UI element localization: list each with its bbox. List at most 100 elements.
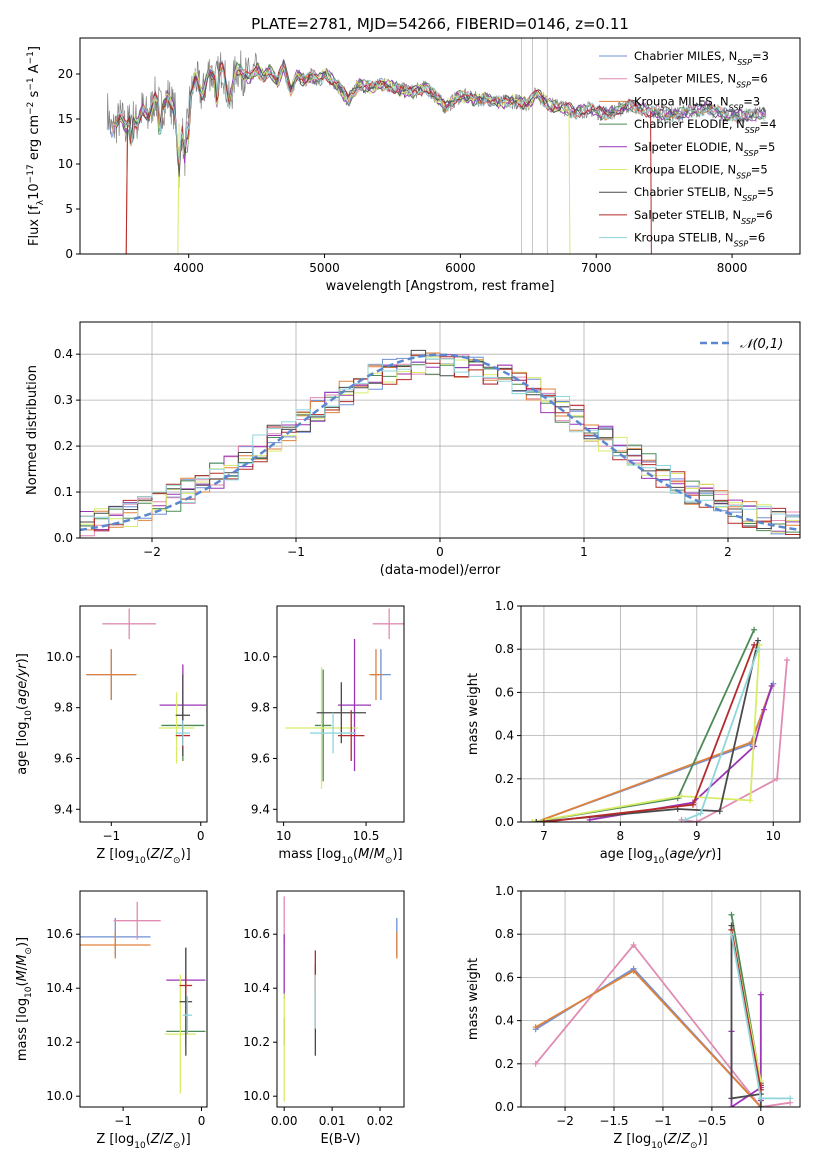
panel-residuals: −2 −1 0 1 2 0.0 0.1 0.2 0.3 0.4 (data-model)/error… (25, 321, 801, 578)
x-tick-label: 8 (617, 829, 625, 843)
x-tick-label: −1 (654, 1114, 672, 1128)
y-tick-label: 10.0 (243, 1089, 270, 1103)
legend-label: Kroupa ELODIE, NSSP=5 (634, 163, 768, 181)
errorbar-kroupa-elodie (164, 974, 197, 1094)
y-tick-label: 5 (65, 202, 73, 216)
y-tick-label: 9.4 (251, 802, 270, 816)
x-tick-label: 10.5 (353, 829, 380, 843)
y-tick-label: 10.4 (243, 981, 270, 995)
plot-area (86, 608, 207, 764)
x-tick-label: −1 (102, 829, 120, 843)
y-tick-label: 1.0 (495, 884, 514, 898)
errorbar-kroupa-stelib (182, 996, 193, 1035)
model-edge (568, 109, 571, 254)
x-axis-label: (data-model)/error (380, 563, 501, 578)
axes-frame (276, 890, 405, 1108)
point-marker (678, 793, 685, 800)
y-axis-label: mass weight (466, 958, 481, 1040)
point-marker (728, 1104, 735, 1107)
series-line (536, 640, 759, 822)
series-line (532, 629, 755, 822)
x-tick-label: 0.01 (319, 1114, 346, 1128)
x-tick-label: 4000 (173, 261, 204, 275)
y-axis-label: mass weight (466, 673, 481, 755)
legend-label: Kroupa STELIB, NSSP=6 (634, 231, 765, 249)
axes-frame (79, 890, 208, 1108)
y-tick-label: 0.8 (495, 642, 514, 656)
y-tick-label: 0.0 (495, 1100, 514, 1114)
y-axis-label: mass [log10(M/M⊙)] (15, 937, 34, 1061)
y-tick-label: 0.0 (54, 531, 73, 545)
point-marker (630, 967, 637, 974)
legend-label: Kroupa MILES, NSSP=3 (634, 94, 760, 112)
point-marker (747, 797, 754, 804)
y-tick-label: 0.1 (54, 485, 73, 499)
series-line (535, 967, 762, 1107)
legend-label: Salpeter MILES, NSSP=6 (634, 72, 768, 90)
x-tick-label: 8000 (717, 261, 748, 275)
point-marker (774, 775, 781, 782)
y-tick-label: 9.4 (54, 802, 73, 816)
gaussian-reference (80, 353, 800, 532)
x-tick-label: 0.00 (271, 1114, 298, 1128)
y-tick-label: 0.4 (495, 729, 514, 743)
y-tick-label: 0.2 (54, 439, 73, 453)
axes-frame (276, 605, 405, 823)
legend-label: 𝒩(0,1) (740, 337, 783, 352)
y-tick-label: 15 (58, 112, 73, 126)
model-kroupa-stelib (118, 65, 766, 164)
y-tick-label: 0.2 (495, 1057, 514, 1071)
series-kroupa-stelib (728, 931, 794, 1102)
x-tick-label: −1.5 (599, 1114, 628, 1128)
x-tick-label: −1 (114, 1114, 132, 1128)
model-edge (125, 123, 129, 254)
axes-frame (520, 890, 801, 1108)
x-tick-label: 2 (724, 545, 732, 559)
point-marker (728, 931, 735, 938)
errorbar-kroupa-elodie (158, 692, 195, 764)
series-salpeter-stelib (540, 641, 758, 822)
y-tick-label: 10.2 (46, 1035, 73, 1049)
series-kroupa-miles (532, 967, 764, 1107)
y-tick-label: 10.0 (46, 650, 73, 664)
plot-area (529, 626, 791, 822)
y-tick-label: 0.3 (54, 393, 73, 407)
errorbar-salpeter-stelib (338, 710, 365, 762)
y-tick-label: 10 (58, 157, 73, 171)
x-axis-label: wavelength [Angstrom, rest frame] (326, 279, 555, 294)
point-marker (751, 626, 758, 633)
x-tick-label: −1 (287, 545, 305, 559)
point-marker (716, 808, 723, 815)
errorbar-salpeter-miles (102, 608, 157, 640)
x-tick-label: 0 (436, 545, 444, 559)
point-marker (697, 810, 704, 817)
errorbar-kroupa-miles (80, 931, 151, 959)
axes-frame (79, 605, 208, 823)
y-tick-label: 0.6 (495, 970, 514, 984)
x-axis-label: Z [log10(Z/Z⊙)] (96, 847, 190, 866)
model-edge (177, 123, 180, 254)
point-marker (630, 942, 637, 948)
model-salpeter-stelib (117, 61, 651, 164)
y-tick-label: 0.8 (495, 927, 514, 941)
errorbar-kroupa-miles (86, 649, 137, 701)
point-marker (532, 1024, 539, 1031)
errorbar-salpeter-miles (372, 608, 404, 640)
point-marker (757, 1104, 764, 1107)
y-tick-label: 0 (65, 247, 73, 261)
y-tick-label: 0.6 (495, 685, 514, 699)
y-tick-label: 10.0 (243, 650, 270, 664)
errorbar-chabrier-elodie (314, 669, 332, 782)
errorbar-chabrier-stelib (316, 682, 367, 744)
plot-area (80, 349, 800, 538)
plot-area (285, 608, 404, 789)
point-marker (754, 637, 761, 644)
y-tick-label: 0.0 (495, 815, 514, 829)
y-tick-label: 10.6 (243, 927, 270, 941)
point-marker (689, 801, 696, 808)
x-tick-label: 0 (197, 829, 205, 843)
point-marker (728, 911, 735, 918)
plot-area (283, 896, 398, 1102)
panel-age_vs_mass: 10 10.5 9.4 9.6 9.8 10.0 mass [log10(M/M⊙)] (243, 605, 405, 866)
